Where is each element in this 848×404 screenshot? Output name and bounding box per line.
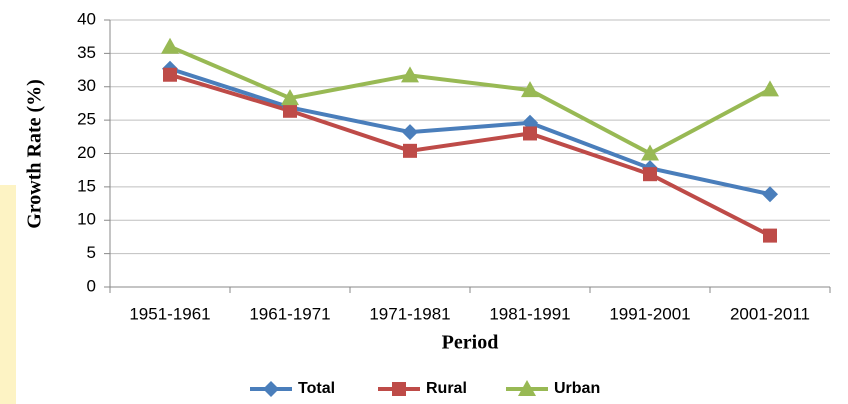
legend-label: Urban — [554, 380, 600, 397]
series-line — [169, 66, 771, 197]
series-line — [169, 72, 771, 238]
x-tick-label: 1961-1971 — [249, 304, 330, 323]
x-axis-title: Period — [442, 332, 499, 354]
legend-label: Rural — [426, 380, 467, 397]
y-tick-label: 20 — [77, 143, 96, 162]
x-tick-label: 1951-1961 — [129, 304, 210, 323]
data-point — [523, 126, 537, 141]
y-tick-label: 25 — [77, 110, 96, 129]
data-point — [762, 186, 778, 203]
y-tick-label: 0 — [87, 276, 96, 295]
x-tick-label: 1971-1981 — [369, 304, 450, 323]
x-tick-label: 2001-2011 — [730, 304, 810, 323]
y-axis-title: Growth Rate (%) — [24, 79, 46, 229]
x-tick-label: 1991-2001 — [609, 304, 690, 323]
data-point — [281, 89, 299, 106]
data-point — [403, 143, 417, 158]
legend-label: Total — [298, 380, 335, 397]
data-point — [641, 144, 659, 161]
data-point — [763, 228, 777, 243]
series-line — [169, 44, 771, 156]
data-point — [402, 124, 418, 141]
page-edge — [0, 185, 16, 404]
y-tick-label: 15 — [77, 176, 96, 195]
x-tick-label: 1981-1991 — [489, 304, 570, 323]
data-point — [521, 81, 539, 98]
data-point — [283, 103, 297, 118]
y-tick-label: 5 — [87, 243, 96, 262]
data-point — [163, 67, 177, 82]
legend-marker — [518, 380, 536, 396]
y-tick-label: 10 — [77, 210, 96, 229]
legend-marker — [263, 381, 279, 397]
data-point — [161, 37, 179, 54]
y-tick-label: 30 — [77, 76, 96, 95]
data-point — [761, 80, 779, 97]
data-point — [643, 167, 657, 182]
y-tick-label: 35 — [77, 43, 96, 62]
legend-marker — [392, 382, 406, 396]
y-tick-label: 40 — [77, 9, 96, 28]
data-point — [401, 66, 419, 83]
